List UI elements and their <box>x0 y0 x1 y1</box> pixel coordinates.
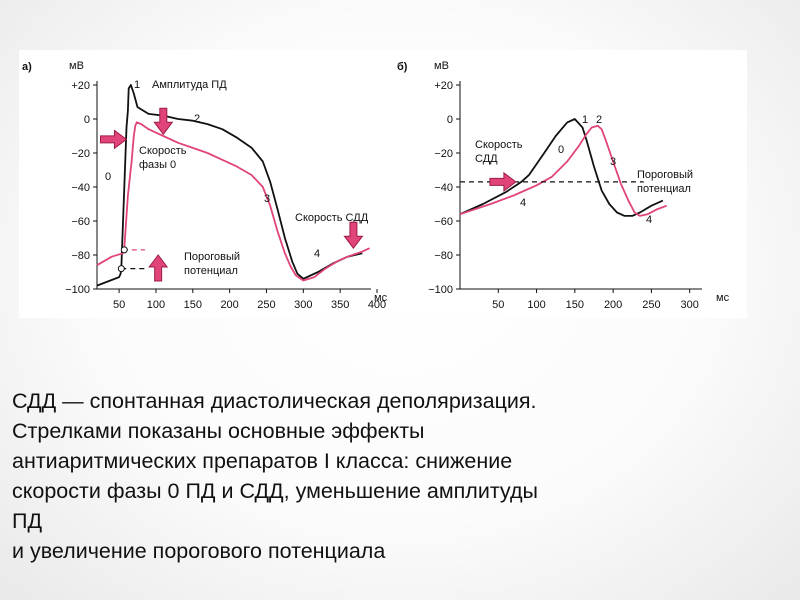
caption-line: и увеличение порогового потенциала <box>12 539 386 563</box>
y-tick-label: −20 <box>434 148 453 160</box>
x-tick-label: 300 <box>294 299 312 311</box>
phase-label: 1 <box>582 114 588 126</box>
sdd-label: Скорость <box>475 139 523 151</box>
y-axis-unit: мВ <box>434 60 449 72</box>
phase-label: 4 <box>314 248 320 260</box>
series-line-drug <box>459 124 668 217</box>
x-axis-unit: мс <box>374 292 388 304</box>
x-tick-label: 200 <box>220 299 238 311</box>
series-line-control <box>96 84 363 287</box>
x-tick-label: 150 <box>184 299 202 311</box>
figure-panel: −100 −80 −60 −40 −20 0 +20 50 100 150 200 250 300 350… <box>19 50 747 318</box>
phase-label: 2 <box>194 113 200 125</box>
x-tick-label: 250 <box>257 299 275 311</box>
y-tick-label: +20 <box>434 80 453 92</box>
phase-label: 1 <box>134 79 140 91</box>
threshold-label: Пороговый <box>184 251 240 263</box>
threshold-point <box>117 265 125 273</box>
panel-label: а) <box>22 61 32 73</box>
phase-label: 4 <box>520 197 526 209</box>
panel-label: б) <box>397 61 408 73</box>
y-tick-label: 0 <box>84 114 90 126</box>
phase-label: 2 <box>596 114 602 126</box>
x-tick-label: 250 <box>642 299 660 311</box>
y-tick-label: −100 <box>428 284 453 296</box>
phase0-speed-arrow <box>99 129 128 150</box>
y-tick-label: −80 <box>434 250 453 262</box>
y-tick-label: −100 <box>65 284 90 296</box>
x-axis-unit: мс <box>716 292 730 304</box>
caption-line: СДД — спонтанная диастолическая деполяри… <box>12 389 537 413</box>
y-axis-unit: мВ <box>69 60 84 72</box>
y-tick-label: +20 <box>71 80 90 92</box>
threshold-label: Пороговый <box>637 169 693 181</box>
threshold-arrow <box>148 254 169 282</box>
y-tick-label: −40 <box>71 182 90 194</box>
sdd-speed-arrow <box>343 221 364 250</box>
x-tick-label: 100 <box>527 299 545 311</box>
x-tick-label: 400 <box>368 299 386 311</box>
amplitude-arrow <box>153 107 174 136</box>
y-tick-label: −60 <box>71 216 90 228</box>
phase-label: 4 <box>646 214 652 226</box>
phase-label: 3 <box>264 193 270 205</box>
y-tick-label: 0 <box>447 114 453 126</box>
y-tick-label: −80 <box>71 250 90 262</box>
x-tick-label: 350 <box>331 299 349 311</box>
x-tick-label: 50 <box>113 299 125 311</box>
phase-label: 0 <box>105 171 111 183</box>
phase-label: 3 <box>610 156 616 168</box>
caption-line: скорости фазы 0 ПД и СДД, уменьшение амп… <box>12 479 538 503</box>
threshold-label: потенциал <box>184 265 238 277</box>
caption-line: Стрелками показаны основные эффекты <box>12 419 425 443</box>
caption-line: антиаритмических препаратов I класса: сн… <box>12 449 513 473</box>
x-tick-label: 50 <box>492 299 504 311</box>
caption-line: ПД <box>12 509 43 533</box>
amplitude-label: Амплитуда ПД <box>152 79 227 91</box>
caption: СДД — спонтанная диастолическая деполяри… <box>12 386 788 566</box>
y-tick-label: −40 <box>434 182 453 194</box>
threshold-label: потенциал <box>637 183 691 195</box>
series-line-control <box>459 118 664 217</box>
threshold-point <box>120 246 128 254</box>
x-tick-label: 150 <box>566 299 584 311</box>
sdd-label: Скорость СДД <box>295 212 369 224</box>
x-tick-label: 300 <box>681 299 699 311</box>
sdd-label: СДД <box>475 153 498 165</box>
sdd-speed-arrow <box>489 171 517 192</box>
x-tick-label: 100 <box>147 299 165 311</box>
phase0-label: фазы 0 <box>139 159 176 171</box>
x-tick-label: 200 <box>604 299 622 311</box>
y-tick-label: −20 <box>71 148 90 160</box>
y-tick-label: −60 <box>434 216 453 228</box>
series-line-drug <box>96 121 370 282</box>
phase0-label: Скорость <box>139 145 187 157</box>
phase-label: 0 <box>558 144 564 156</box>
